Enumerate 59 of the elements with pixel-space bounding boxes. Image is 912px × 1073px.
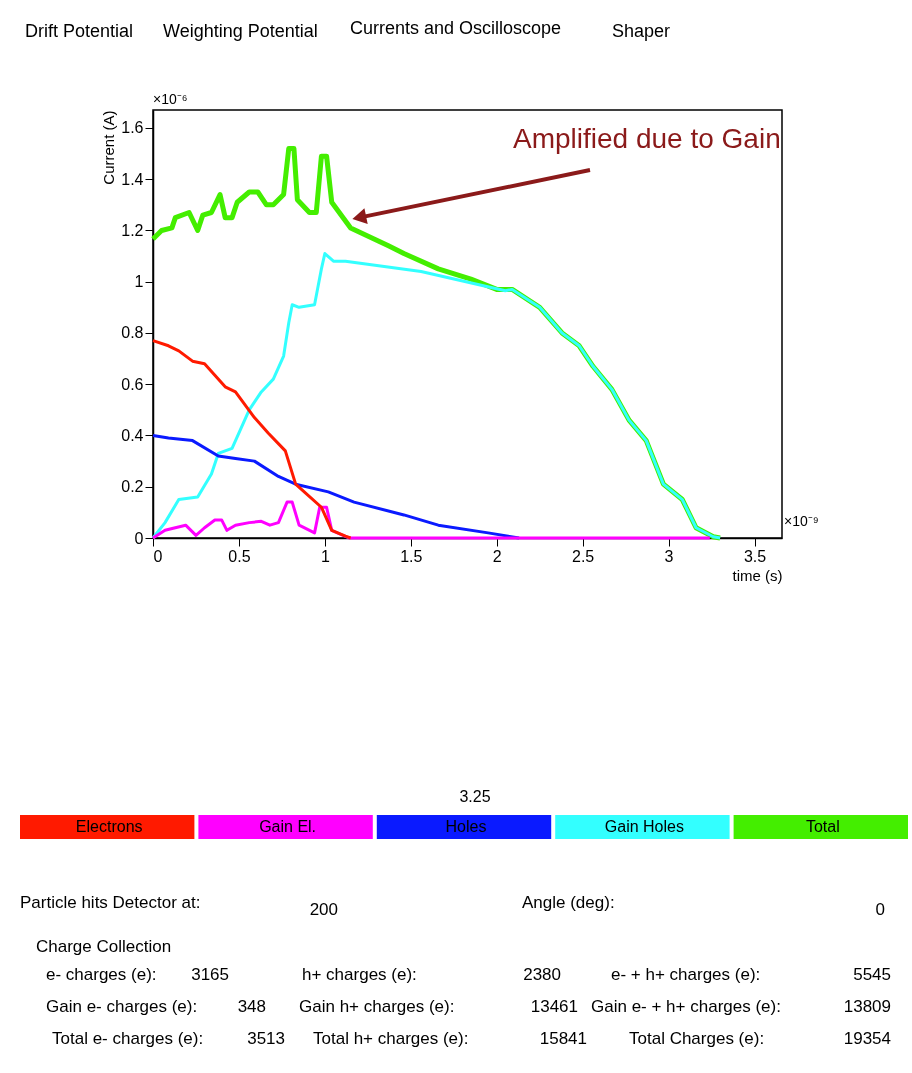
text: Electrons <box>75 818 143 835</box>
x-tick-label: 3.5 <box>743 547 767 565</box>
y-tick-label: 0.2 <box>121 478 144 496</box>
text: Total <box>805 818 840 835</box>
annotation: Amplified due to Gain <box>513 123 781 154</box>
text: Gain e- charges (e): <box>46 997 198 1016</box>
text: 13461 <box>530 997 578 1016</box>
y-tick-label: 1.6 <box>121 119 144 137</box>
text: 19354 <box>843 1029 891 1048</box>
text: 5545 <box>853 965 891 984</box>
y-axis-title: Current (A) <box>100 110 118 185</box>
y-tick-label: 0 <box>134 529 144 547</box>
x-tick-label: 0.5 <box>228 547 251 565</box>
text: Total Charges (e): <box>629 1029 765 1048</box>
x-tick-label: 1.5 <box>400 547 423 565</box>
x-tick-label: 1 <box>320 547 330 565</box>
y-tick-label: 1 <box>134 273 144 291</box>
y-tick-label: 0.6 <box>121 375 144 393</box>
text: 348 <box>237 997 266 1016</box>
text: Particle hits Detector at: <box>20 893 201 912</box>
text: Gain El. <box>259 818 317 835</box>
x-tick-label: 2.5 <box>572 547 595 565</box>
text: Currents and Oscilloscope <box>350 18 562 38</box>
text: Shaper <box>612 21 671 41</box>
text: h+ charges (e): <box>302 965 417 984</box>
text: ×10⁻⁶ <box>153 91 188 107</box>
line-series <box>151 339 353 540</box>
x-tick-label: 3 <box>664 547 674 565</box>
text: Holes <box>445 818 487 835</box>
line-series <box>151 500 712 540</box>
text: Total e- charges (e): <box>52 1029 204 1048</box>
text: 0 <box>875 900 885 919</box>
text: e- + h+ charges (e): <box>611 965 761 984</box>
text: 3513 <box>247 1029 285 1048</box>
text: Gain e- + h+ charges (e): <box>591 997 781 1016</box>
text: Gain h+ charges (e): <box>299 997 455 1016</box>
y-tick-label: 1.2 <box>121 221 144 239</box>
text: 15841 <box>539 1029 587 1048</box>
line-series <box>151 433 521 540</box>
text: Charge Collection <box>36 937 172 956</box>
y-tick-label: 1.4 <box>121 170 144 188</box>
text: 3.25 <box>459 788 491 805</box>
text: Angle (deg): <box>522 893 615 912</box>
text: 3165 <box>191 965 229 984</box>
line-series <box>151 252 722 540</box>
text: Gain Holes <box>604 818 684 835</box>
y-tick-label: 0.4 <box>121 426 144 444</box>
text: Drift Potential <box>25 21 134 41</box>
y-tick-label: 0.8 <box>121 324 144 342</box>
text: Total h+ charges (e): <box>313 1029 469 1048</box>
text: 200 <box>309 900 338 919</box>
text: 2380 <box>523 965 561 984</box>
text: ×10⁻⁹ <box>784 513 819 529</box>
x-tick-label: 2 <box>492 547 502 565</box>
text: Weighting Potential <box>163 21 318 41</box>
text: e- charges (e): <box>46 965 157 984</box>
text: 13809 <box>843 997 891 1016</box>
x-axis-title: time (s) <box>732 566 783 584</box>
x-tick-label: 0 <box>153 547 163 565</box>
